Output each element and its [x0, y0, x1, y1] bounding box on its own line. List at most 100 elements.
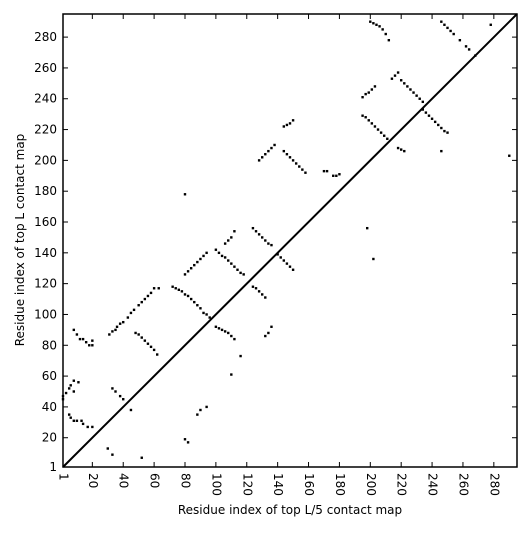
contact-point [415, 94, 418, 97]
contact-point [223, 256, 227, 259]
contact-point [118, 394, 122, 398]
y-tick-label: 180 [34, 184, 57, 198]
contact-point [361, 114, 364, 117]
contact-point [449, 29, 452, 33]
contact-point [205, 251, 208, 255]
diagonal-line [62, 13, 518, 468]
contact-point [285, 262, 289, 265]
contact-point [174, 287, 177, 290]
contact-point [114, 390, 117, 393]
contact-point [91, 344, 94, 347]
contact-point [364, 92, 367, 96]
contact-point [140, 456, 143, 459]
contact-point [282, 149, 286, 153]
contact-point [338, 173, 341, 176]
contact-point [373, 85, 377, 88]
contact-point [72, 379, 76, 382]
contact-point [242, 273, 245, 276]
contact-point [370, 88, 374, 91]
plot-frame [62, 13, 518, 468]
contact-point [446, 26, 449, 30]
contact-point [443, 23, 446, 26]
contact-point [67, 413, 71, 416]
contact-point [146, 342, 150, 345]
contact-point [282, 125, 286, 128]
contact-point [367, 91, 370, 94]
contact-point [376, 128, 380, 131]
contact-point [111, 453, 114, 456]
contact-point [288, 265, 292, 268]
contact-point [75, 419, 79, 422]
contact-point [171, 285, 174, 288]
contact-point [69, 416, 72, 419]
contact-point [446, 131, 449, 134]
contact-point [214, 325, 218, 328]
contact-point [264, 334, 267, 338]
contact-point [230, 373, 233, 376]
contact-point [72, 328, 76, 332]
y-tick-label: 200 [34, 153, 57, 167]
contact-point [118, 322, 122, 325]
contact-point [421, 100, 425, 104]
contact-point [298, 165, 301, 168]
contact-point [183, 293, 187, 296]
contact-point [81, 337, 85, 341]
contact-point [143, 339, 147, 342]
y-tick-label: 240 [34, 92, 57, 106]
contact-point [264, 239, 267, 242]
contact-point [196, 304, 199, 307]
contact-point [261, 156, 264, 159]
contact-point [424, 111, 428, 114]
y-tick-label: 60 [42, 369, 57, 383]
x-tick-label: 220 [395, 473, 409, 496]
contact-point [399, 148, 403, 151]
contact-point [199, 408, 202, 412]
contact-point [80, 419, 83, 422]
y-tick-label: 260 [34, 61, 57, 75]
contact-point [382, 134, 386, 137]
contact-point [285, 153, 289, 156]
contact-point [114, 328, 117, 332]
contact-point [186, 294, 190, 298]
contact-point [140, 300, 143, 304]
x-tick-label: 80 [178, 473, 192, 488]
contact-point [227, 239, 230, 242]
contact-point [375, 23, 378, 26]
contact-point [254, 230, 258, 233]
contact-point [267, 149, 270, 153]
contact-point [180, 290, 184, 293]
contact-point [261, 293, 264, 296]
contact-point [291, 119, 295, 122]
contact-point [387, 38, 391, 42]
contact-point [251, 226, 255, 230]
contact-point [233, 265, 236, 268]
x-tick-label: 1 [57, 473, 71, 481]
contact-point [233, 337, 236, 341]
contact-point [288, 156, 292, 159]
contact-point [467, 48, 471, 51]
contact-point [301, 168, 304, 171]
contact-point [183, 438, 187, 441]
contact-point [257, 233, 261, 236]
contact-point [196, 413, 199, 416]
contact-point [111, 387, 114, 390]
contact-point [427, 114, 431, 117]
contact-point [474, 54, 477, 57]
contact-point [108, 333, 111, 336]
contact-point [230, 334, 233, 338]
contact-point [369, 20, 372, 23]
x-tick-label: 120 [240, 473, 254, 496]
contact-point [111, 330, 114, 333]
contact-point [217, 251, 221, 255]
contact-point [433, 120, 437, 124]
contact-point [122, 398, 125, 401]
contact-point [264, 296, 267, 299]
y-tick-label: 140 [34, 246, 57, 260]
contact-point [437, 123, 440, 127]
contact-point [199, 257, 202, 261]
contact-point [294, 162, 298, 165]
contact-point [332, 174, 335, 177]
contact-point [406, 85, 409, 88]
y-tick-label: 80 [42, 338, 57, 352]
